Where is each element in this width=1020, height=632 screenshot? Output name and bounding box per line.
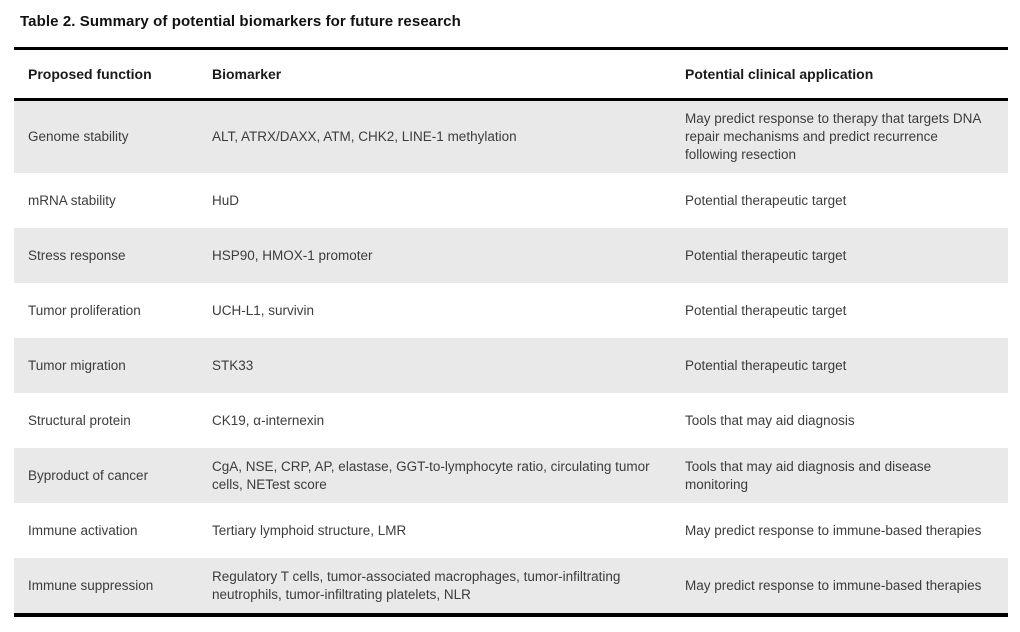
cell-function: Immune suppression	[28, 577, 154, 593]
cell-biomarker: CgA, NSE, CRP, AP, elastase, GGT-to-lymp…	[212, 458, 650, 492]
cell-application: May predict response to immune-based the…	[685, 522, 982, 538]
cell-function: Structural protein	[28, 412, 131, 428]
cell-application: Potential therapeutic target	[685, 357, 847, 373]
cell-application: Potential therapeutic target	[685, 247, 847, 263]
cell-biomarker: HuD	[212, 192, 240, 208]
table-row-immune-suppression: Immune suppression Regulatory T cells, t…	[14, 558, 1008, 613]
cell-biomarker: Tertiary lymphoid structure, LMR	[212, 522, 407, 538]
cell-application: May predict response to therapy that tar…	[685, 111, 981, 162]
header-proposed-function: Proposed function	[28, 65, 152, 82]
table-row-genome-stability: Genome stability ALT, ATRX/DAXX, ATM, CH…	[14, 101, 1008, 173]
cell-biomarker: STK33	[212, 357, 254, 373]
cell-function: Byproduct of cancer	[28, 467, 149, 483]
table-caption: Table 2. Summary of potential biomarkers…	[20, 13, 461, 30]
table-row-tumor-proliferation: Tumor proliferation UCH-L1, survivin Pot…	[14, 283, 1008, 338]
table-row-tumor-migration: Tumor migration STK33 Potential therapeu…	[14, 338, 1008, 393]
cell-application: Potential therapeutic target	[685, 302, 847, 318]
cell-function: Immune activation	[28, 522, 138, 538]
cell-biomarker: ALT, ATRX/DAXX, ATM, CHK2, LINE-1 methyl…	[212, 129, 517, 145]
cell-application: Potential therapeutic target	[685, 192, 847, 208]
table-row-immune-activation: Immune activation Tertiary lymphoid stru…	[14, 503, 1008, 558]
cell-function: Stress response	[28, 247, 126, 263]
cell-function: Genome stability	[28, 129, 129, 145]
header-biomarker: Biomarker	[212, 65, 282, 82]
table-row-stress-response: Stress response HSP90, HMOX-1 promoter P…	[14, 228, 1008, 283]
cell-biomarker: HSP90, HMOX-1 promoter	[212, 247, 373, 263]
cell-application: Tools that may aid diagnosis	[685, 412, 855, 428]
cell-function: mRNA stability	[28, 192, 116, 208]
cell-function: Tumor migration	[28, 357, 126, 373]
biomarker-table: Proposed function Biomarker Potential cl…	[14, 47, 1008, 617]
cell-biomarker: UCH-L1, survivin	[212, 302, 315, 318]
cell-application: Tools that may aid diagnosis and disease…	[685, 458, 932, 492]
cell-biomarker: Regulatory T cells, tumor-associated mac…	[212, 568, 621, 602]
table-row-mrna-stability: mRNA stability HuD Potential therapeutic…	[14, 173, 1008, 228]
cell-application: May predict response to immune-based the…	[685, 577, 982, 593]
table-header-row: Proposed function Biomarker Potential cl…	[14, 50, 1008, 101]
header-potential-clinical-application: Potential clinical application	[685, 65, 874, 82]
table-row-byproduct-of-cancer: Byproduct of cancer CgA, NSE, CRP, AP, e…	[14, 448, 1008, 503]
table-row-structural-protein: Structural protein CK19, α-internexin To…	[14, 393, 1008, 448]
cell-biomarker: CK19, α-internexin	[212, 412, 325, 428]
cell-function: Tumor proliferation	[28, 302, 141, 318]
